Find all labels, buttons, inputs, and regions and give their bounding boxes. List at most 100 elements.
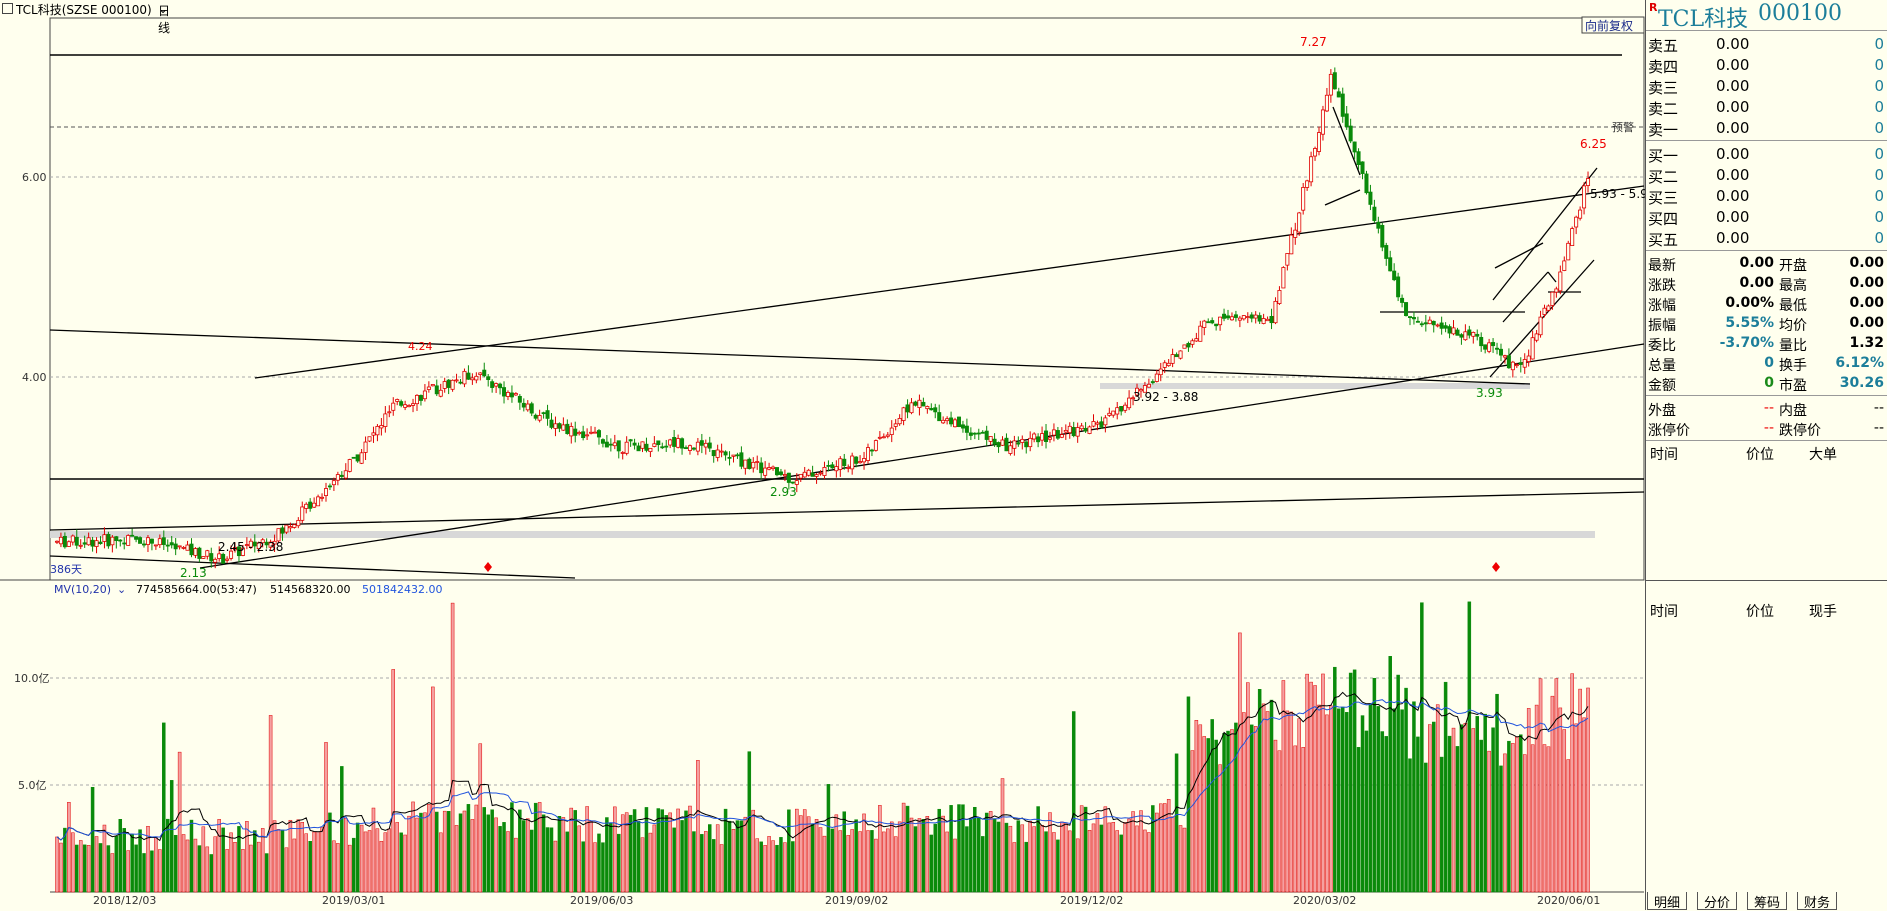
kline-chart[interactable]: 6.00 4.00 10.0亿 5.0亿 7.27 6.25 4.24 5.93… <box>0 0 1645 910</box>
candle-body <box>193 548 198 556</box>
candle-body <box>1285 253 1290 266</box>
candle-body <box>502 387 507 397</box>
candle-body <box>1475 333 1480 337</box>
candle-body <box>1214 323 1219 327</box>
candle-body <box>1510 361 1515 371</box>
volume-bar <box>735 820 740 893</box>
mv-value: 774585664.00(53:47) <box>136 583 257 596</box>
volume-bar <box>1135 825 1139 893</box>
volume-bar <box>850 829 854 893</box>
candle-body <box>260 539 265 544</box>
candle-body <box>1309 156 1314 183</box>
volume-bar <box>1416 736 1420 893</box>
candle-body <box>407 405 412 408</box>
tab-finance[interactable]: 财务 <box>1797 892 1838 911</box>
tab-detail[interactable]: 明细 <box>1647 892 1688 911</box>
candle-body <box>1028 437 1033 448</box>
candle-body <box>739 452 744 467</box>
tab-chips[interactable]: 筹码 <box>1747 892 1788 911</box>
volume-bar <box>490 809 494 893</box>
candle-body <box>189 543 194 556</box>
event-marker-diamond-2[interactable] <box>1492 562 1500 572</box>
indicator-name[interactable]: MV(10,20) <box>54 583 111 596</box>
candle-body <box>862 458 867 463</box>
volume-bar <box>1246 682 1250 893</box>
volume-bar <box>601 842 605 893</box>
volume-bar <box>909 817 914 893</box>
volume-bar <box>1408 758 1412 893</box>
candle-body <box>138 537 143 544</box>
volume-bar <box>996 821 1001 893</box>
candle-body <box>988 436 993 442</box>
candle-body <box>1439 322 1444 329</box>
candle-body <box>509 392 514 398</box>
candle-body <box>1502 355 1507 358</box>
candle-body <box>114 536 119 542</box>
candle-body <box>426 386 431 390</box>
volume-bar <box>75 844 79 893</box>
candle-body <box>517 395 522 403</box>
chevron-down-icon[interactable]: ⌄ <box>117 583 126 596</box>
candle-body <box>422 390 427 400</box>
candle-body <box>751 461 756 469</box>
volume-bar <box>1424 762 1428 893</box>
chevron-down-icon: ⌄ <box>158 2 169 16</box>
candle-body <box>280 527 285 534</box>
volume-bar <box>624 812 629 893</box>
stock-name: TCL科技 <box>1658 7 1749 32</box>
volume-bar <box>1526 708 1531 893</box>
volume-bar <box>1273 739 1278 893</box>
candle-body <box>806 469 811 476</box>
volume-bar <box>1503 753 1507 893</box>
volume-bar <box>1435 704 1440 893</box>
volume-bar <box>1412 701 1416 893</box>
candle-body <box>810 472 815 477</box>
volume-bar <box>1222 733 1226 893</box>
volume-bar <box>359 824 364 893</box>
volume-bar <box>589 820 593 893</box>
event-marker-diamond-1[interactable] <box>484 562 492 572</box>
candle-body <box>1320 109 1325 135</box>
candle-body <box>1051 429 1056 436</box>
volume-bar <box>98 843 103 893</box>
candle-body <box>1305 180 1310 188</box>
candle-body <box>122 542 127 545</box>
volume-bar <box>1210 719 1214 893</box>
trendline-descending <box>49 329 1531 385</box>
volume-bar <box>961 804 965 893</box>
volume-bar <box>628 814 633 893</box>
volume-bar <box>1301 747 1305 893</box>
volume-bar <box>747 751 752 893</box>
volume-bar <box>561 817 566 893</box>
restore-badge-box[interactable] <box>1581 16 1645 34</box>
vol-y-tick-10: 10.0亿 <box>14 672 50 685</box>
volume-bar <box>1040 825 1044 893</box>
candle-body <box>596 430 601 438</box>
candle-body <box>1522 359 1527 368</box>
label-low-213: 2.13 <box>180 566 207 580</box>
r-badge: R <box>1649 1 1658 14</box>
candle-body <box>533 414 538 419</box>
volume-bar <box>949 805 953 893</box>
volume-bar <box>617 833 621 893</box>
label-low-393: 3.93 <box>1476 386 1503 400</box>
volume-bar <box>304 833 308 893</box>
restore-badge[interactable]: 向前复权 <box>1585 18 1633 33</box>
volume-bar <box>704 831 708 893</box>
volume-bar <box>862 813 866 893</box>
candle-body <box>719 450 724 453</box>
tab-price-dist[interactable]: 分价 <box>1697 892 1738 911</box>
volume-bar <box>260 828 265 893</box>
volume-bar <box>177 751 182 893</box>
candle-body <box>343 470 348 479</box>
volume-bar <box>886 828 890 893</box>
candle-body <box>1467 329 1472 336</box>
volume-bar <box>55 836 59 893</box>
volume-bar <box>1495 693 1499 893</box>
volume-bar <box>324 742 328 893</box>
quote-label: 市盈 <box>1779 378 1807 394</box>
volume-bar <box>284 847 289 893</box>
candle-body <box>1554 288 1559 293</box>
candle-body <box>1463 331 1468 341</box>
quote-value: -- <box>1763 420 1774 436</box>
